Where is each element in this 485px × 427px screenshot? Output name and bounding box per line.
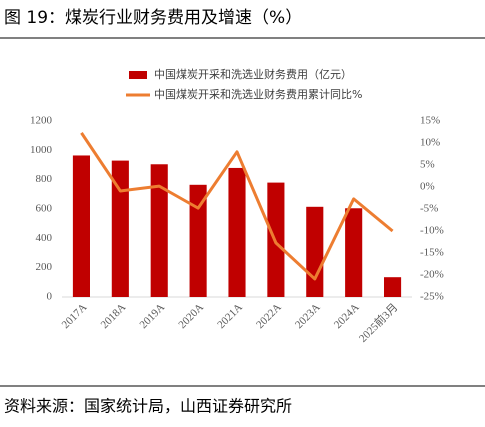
x-tick-label: 2022A <box>254 301 284 331</box>
bar <box>228 167 246 297</box>
x-tick-label: 2017A <box>60 301 90 331</box>
bar <box>384 277 402 297</box>
y-tick-label: 600 <box>36 203 53 215</box>
y-tick-label: 1000 <box>30 144 53 156</box>
y2-tick-label: -25% <box>420 291 444 303</box>
line <box>80 132 394 281</box>
x-tick-label: 2019A <box>137 301 167 331</box>
y2-tick-label: -20% <box>420 269 444 281</box>
x-tick-label: 2020A <box>176 301 206 331</box>
y2-tick-label: 0% <box>420 181 435 193</box>
y2-tick-label: -5% <box>420 203 438 215</box>
y-tick-label: 0 <box>47 291 53 303</box>
bar <box>345 208 363 297</box>
source: 资料来源：国家统计局，山西证券研究所 <box>4 397 292 416</box>
y-tick-label: 400 <box>36 232 53 244</box>
x-tick-label: 2018A <box>99 301 129 331</box>
legend-label: 中国煤炭开采和洗选业财务费用（亿元） <box>154 67 352 81</box>
y2-tick-label: 10% <box>420 137 440 149</box>
legend-label: 中国煤炭开采和洗选业财务费用累计同比% <box>154 87 362 101</box>
y-tick-label: 1200 <box>30 115 53 127</box>
legend-swatch <box>129 71 147 79</box>
y-tick-label: 200 <box>36 261 53 273</box>
bar <box>306 206 324 297</box>
y2-tick-label: -10% <box>420 225 444 237</box>
bar <box>111 160 129 297</box>
x-tick-label: 2023A <box>293 301 323 331</box>
y2-tick-label: -15% <box>420 247 444 259</box>
y2-tick-label: 5% <box>420 159 435 171</box>
bar <box>150 164 168 297</box>
x-tick-label: 2025前3月 <box>356 300 401 345</box>
x-tick-label: 2021A <box>215 301 245 331</box>
bar <box>189 184 207 297</box>
y2-tick-label: 15% <box>420 115 440 127</box>
y-tick-label: 800 <box>36 173 53 185</box>
chart-title: 图 19：煤炭行业财务费用及增速（%） <box>4 8 302 28</box>
bar <box>72 155 90 297</box>
x-tick-label: 2024A <box>332 301 362 331</box>
